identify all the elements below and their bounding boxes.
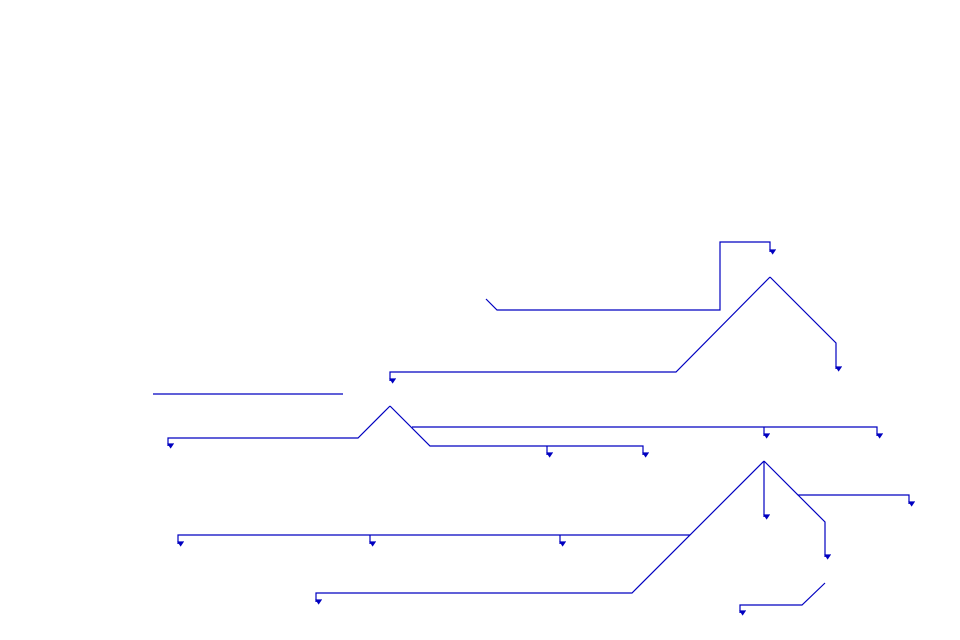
connector bbox=[177, 534, 690, 547]
connector bbox=[485, 241, 777, 311]
connector bbox=[739, 582, 826, 616]
connector bbox=[389, 276, 771, 384]
connector bbox=[769, 276, 843, 372]
connector bbox=[797, 494, 832, 560]
connector bbox=[315, 460, 765, 605]
connector bbox=[412, 426, 884, 439]
connector bbox=[763, 460, 916, 507]
connector bbox=[389, 405, 650, 458]
connectors bbox=[153, 241, 916, 616]
connector bbox=[167, 405, 391, 449]
